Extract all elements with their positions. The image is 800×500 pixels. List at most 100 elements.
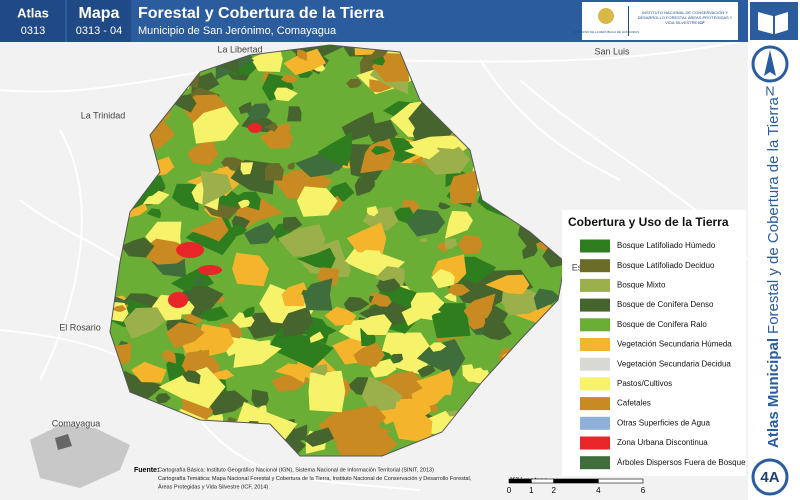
book-box [750, 2, 798, 40]
cover-patch [187, 138, 219, 166]
legend-swatch [580, 357, 610, 371]
cover-patch [309, 364, 328, 376]
logo-government: GOBIERNO DE LA REPÚBLICA DE HONDURAS [573, 29, 639, 34]
cover-patch [240, 162, 254, 175]
cover-patch [457, 234, 483, 255]
legend-swatch [580, 338, 610, 351]
cover-patch [356, 314, 392, 335]
cover-patch [462, 367, 489, 382]
sidebar-title-bold: Atlas Municipal [765, 338, 782, 448]
cover-patch [120, 237, 155, 258]
cover-patch [449, 169, 479, 204]
place-label: San Luis [594, 46, 630, 56]
cover-patch [200, 170, 233, 207]
cover-patch [354, 174, 375, 197]
legend-swatch [580, 456, 610, 470]
scale-segment [598, 478, 644, 484]
cover-patch [146, 208, 162, 219]
cover-patch [416, 369, 454, 395]
source-line: Cartografía Básica: Instituto Geográfico… [158, 467, 434, 473]
scale-segment [553, 478, 599, 484]
urban-patch [176, 242, 204, 258]
logo-text: INSTITUTO NACIONAL DE CONSERVACIÓN Y DES… [637, 10, 733, 25]
atlas-label: Atlas [17, 5, 49, 20]
urban-patch [248, 123, 262, 133]
cover-patch [533, 288, 561, 311]
cover-patch [233, 337, 282, 368]
cover-patch [444, 293, 457, 303]
cover-patch [346, 78, 362, 89]
legend-title: Cobertura y Uso de la Tierra [568, 215, 729, 229]
cover-patch [406, 209, 446, 237]
cover-patch [444, 210, 473, 239]
legend-label: Pastos/Cultivos [617, 379, 672, 388]
map-code: 0313 - 04 [76, 25, 122, 37]
legend-label: Vegetación Secundaria Decidua [617, 359, 731, 368]
book-icon [758, 12, 788, 34]
cover-patch [431, 268, 455, 289]
legend-label: Árboles Dispersos Fuera de Bosque [617, 458, 746, 467]
cover-patch [308, 370, 346, 413]
cover-patch [522, 243, 538, 260]
cover-patch [188, 216, 229, 242]
legend-label: Cafetales [617, 399, 651, 408]
cover-patch [192, 106, 239, 144]
cover-patch [353, 405, 387, 430]
cover-patch [485, 274, 530, 295]
sources-label: Fuente: [134, 467, 159, 474]
place-label: La Libertad [217, 44, 262, 54]
cover-patch [182, 370, 201, 385]
cover-patch [317, 131, 353, 167]
place-label: El Rosario [59, 322, 101, 332]
cover-patch [281, 282, 309, 307]
scale-segment [508, 478, 532, 484]
logo-institute: INSTITUTO NACIONAL DE CONSERVACIÓN Y DES… [637, 10, 733, 25]
cover-patch [193, 277, 205, 286]
cover-patch [417, 365, 436, 378]
cover-patch [165, 322, 205, 349]
scale-tick-label: 1 [529, 486, 534, 495]
page-circle [751, 458, 789, 496]
municipality-border [109, 44, 566, 457]
cover-patch [368, 119, 398, 142]
legend-swatch [580, 259, 610, 273]
cover-patch [232, 252, 270, 287]
cover-patch [429, 342, 447, 352]
title: Forestal y Cobertura de la Tierra [138, 5, 384, 22]
sidebar-title: Atlas Municipal Forestal y de Cobertura d… [765, 97, 782, 448]
scale-tick-label: 0 [507, 486, 512, 495]
cover-patch [438, 202, 451, 210]
cover-patch [393, 401, 433, 444]
cover-patch [260, 128, 294, 149]
legend-label: Vegetación Secundaria Húmeda [617, 340, 732, 349]
cover-patch [274, 363, 307, 383]
cover-patch [251, 389, 269, 407]
legend-label: Zona Urbana Discontinua [617, 438, 708, 447]
cover-patch [302, 278, 333, 311]
cover-patch [197, 306, 229, 322]
scale-segment [531, 478, 554, 484]
legend-swatch [580, 397, 610, 411]
cover-patch [381, 332, 435, 375]
cover-patch [161, 350, 177, 364]
logo-divider [628, 6, 629, 36]
legend-label: Bosque Latifoliado Deciduo [617, 261, 715, 270]
map-box [67, 0, 131, 42]
cover-patch [274, 87, 298, 102]
cover-patch [346, 222, 387, 256]
inset-map [30, 425, 130, 488]
urban-patch [168, 292, 188, 308]
cover-patch [282, 306, 314, 338]
cover-patch [361, 376, 403, 413]
sidebar [748, 0, 800, 500]
cover-patch [285, 424, 308, 443]
cover-patch [296, 186, 338, 217]
legend-swatch [580, 298, 610, 312]
cover-patch [418, 237, 428, 243]
cover-patch [309, 331, 324, 343]
place-label: La Trinidad [81, 110, 126, 120]
crest [598, 8, 614, 24]
place-label: Comayagua [52, 418, 101, 428]
legend-label: Otras Superficies de Agua [617, 418, 710, 427]
